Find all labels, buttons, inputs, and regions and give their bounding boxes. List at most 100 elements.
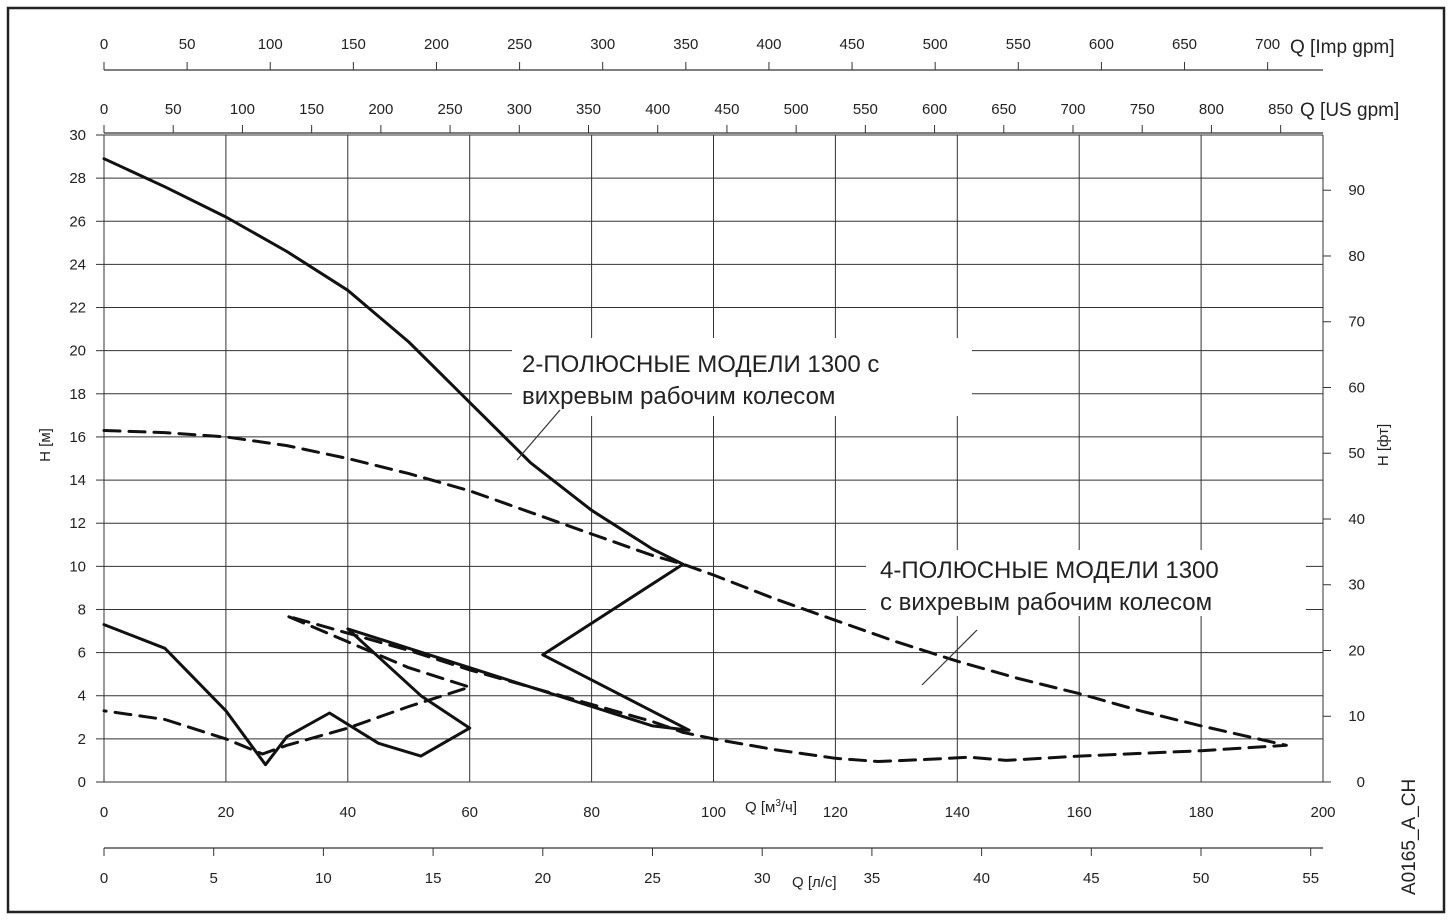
x-axis-label-us-gpm: Q [US gpm] <box>1300 100 1399 121</box>
x-axis-us-tick-label: 250 <box>438 101 463 118</box>
x-tick-label-m3h: 0 <box>100 804 108 821</box>
x-axis-imp-tick-label: 600 <box>1089 36 1114 53</box>
x-axis-us-tick-label: 700 <box>1060 101 1085 118</box>
outer-frame <box>6 6 1446 914</box>
x-tick-label-m3h: 120 <box>823 804 848 821</box>
x-axis-label-ls: Q [л/с] <box>792 874 837 891</box>
annotation-text: 4-ПОЛЮСНЫЕ МОДЕЛИ 1300 <box>880 557 1219 584</box>
y-tick-label-m: 0 <box>78 774 86 791</box>
x-axis-us-tick-label: 400 <box>645 101 670 118</box>
x-axis-us-tick-label: 50 <box>165 101 182 118</box>
x-axis-ls-tick-label: 0 <box>100 870 108 887</box>
y-tick-label-m: 10 <box>69 558 86 575</box>
y-tick-label-m: 26 <box>69 213 86 230</box>
y-tick-label-ft: 50 <box>1348 445 1365 462</box>
annotations: 2-ПОЛЮСНЫЕ МОДЕЛИ 1300 с вихревым рабочим… <box>512 338 1306 686</box>
y-axis-label-left: H [м] <box>37 428 54 462</box>
x-axis-ls-tick-label: 25 <box>644 870 661 887</box>
y-tick-label-ft: 30 <box>1348 577 1365 594</box>
x-axis-ls-tick-label: 55 <box>1302 870 1319 887</box>
x-axis-us-tick-label: 600 <box>922 101 947 118</box>
x-tick-label-m3h: 180 <box>1189 804 1214 821</box>
y-tick-label-m: 14 <box>69 472 86 489</box>
y-tick-label-ft: 10 <box>1348 708 1365 725</box>
x-axis-imp-tick-label: 200 <box>424 36 449 53</box>
x-axis-imp-tick-label: 50 <box>179 36 196 53</box>
x-axis-us-tick-label: 100 <box>230 101 255 118</box>
x-axis-us-tick-label: 200 <box>368 101 393 118</box>
annotation-text: 2-ПОЛЮСНЫЕ МОДЕЛИ 1300 с <box>522 351 879 378</box>
y-tick-label-ft: 0 <box>1357 774 1365 791</box>
series <box>102 157 1288 767</box>
x-axis-us-tick-label: 800 <box>1199 101 1224 118</box>
y-tick-label-m: 18 <box>69 386 86 403</box>
y-tick-label-m: 22 <box>69 300 86 317</box>
x-axis-ls-tick-label: 20 <box>534 870 551 887</box>
x-axis-imp-tick-label: 100 <box>258 36 283 53</box>
x-tick-label-m3h: 140 <box>945 804 970 821</box>
x-axis-ls-tick-label: 15 <box>425 870 442 887</box>
x-axis-imp-tick-label: 300 <box>590 36 615 53</box>
x-axis-imp-tick-label: 550 <box>1006 36 1031 53</box>
y-axis-label-right: H [фт] <box>1375 424 1392 466</box>
x-axis-ls-tick-label: 10 <box>315 870 332 887</box>
curve-dashed-1 <box>102 429 1288 763</box>
y-tick-label-ft: 70 <box>1348 314 1365 331</box>
x-axis-us-tick-label: 450 <box>714 101 739 118</box>
annotation-text: вихревым рабочим колесом <box>522 383 835 410</box>
x-axis-imp-tick-label: 450 <box>840 36 865 53</box>
x-tick-label-m3h: 60 <box>461 804 478 821</box>
x-tick-label-m3h: 100 <box>701 804 726 821</box>
x-axis-us-tick-label: 300 <box>507 101 532 118</box>
y-tick-label-m: 8 <box>78 601 86 618</box>
y-tick-label-m: 28 <box>69 170 86 187</box>
x-axis-us-tick-label: 0 <box>100 101 108 118</box>
x-axis-imp-tick-label: 400 <box>756 36 781 53</box>
y-tick-label-ft: 40 <box>1348 511 1365 528</box>
x-axis-ls-tick-label: 50 <box>1193 870 1210 887</box>
x-axis-ls-tick-label: 40 <box>973 870 990 887</box>
x-axis-ls-tick-label: 35 <box>864 870 881 887</box>
curve-solid-0 <box>102 157 691 767</box>
x-axis-imp-tick-label: 250 <box>507 36 532 53</box>
y-tick-label-m: 12 <box>69 515 86 532</box>
x-tick-label-m3h: 160 <box>1067 804 1092 821</box>
axes <box>96 62 1331 856</box>
annotation-leader <box>921 629 978 686</box>
y-tick-label-ft: 60 <box>1348 379 1365 396</box>
x-tick-label-m3h: 80 <box>583 804 600 821</box>
tick-labels: 0 20 40 60 80 100 120 140 160 180 2000246810121416… <box>69 36 1365 887</box>
x-axis-imp-tick-label: 650 <box>1172 36 1197 53</box>
y-tick-label-m: 6 <box>78 645 86 662</box>
x-axis-ls-tick-label: 30 <box>754 870 771 887</box>
y-tick-label-ft: 20 <box>1348 642 1365 659</box>
x-axis-us-tick-label: 150 <box>299 101 324 118</box>
annotation-box <box>866 550 1306 616</box>
x-axis-imp-tick-label: 150 <box>341 36 366 53</box>
y-tick-label-m: 2 <box>78 731 86 748</box>
y-tick-label-ft: 80 <box>1348 248 1365 265</box>
x-tick-label-m3h: 20 <box>218 804 235 821</box>
x-axis-imp-tick-label: 350 <box>673 36 698 53</box>
annotation-text: с вихревым рабочим колесом <box>880 589 1212 616</box>
x-axis-label-m3h: Q [м3/ч] <box>745 798 797 816</box>
y-tick-label-m: 24 <box>69 256 86 273</box>
x-axis-ls-tick-label: 5 <box>210 870 218 887</box>
y-tick-label-ft: 90 <box>1348 182 1365 199</box>
x-axis-imp-tick-label: 700 <box>1255 36 1280 53</box>
x-axis-label-imp-gpm: Q [Imp gpm] <box>1290 37 1395 58</box>
x-axis-us-tick-label: 550 <box>853 101 878 118</box>
x-axis-imp-tick-label: 500 <box>923 36 948 53</box>
x-axis-us-tick-label: 850 <box>1268 101 1293 118</box>
x-axis-us-tick-label: 350 <box>576 101 601 118</box>
x-tick-label-m3h: 40 <box>339 804 356 821</box>
x-axis-us-tick-label: 650 <box>991 101 1016 118</box>
annotation-box <box>512 338 972 416</box>
y-tick-label-m: 30 <box>69 127 86 144</box>
image-code: A0165_A_CH <box>1399 779 1420 895</box>
x-tick-label-m3h: 200 <box>1310 804 1335 821</box>
x-axis-imp-tick-label: 0 <box>100 36 108 53</box>
y-tick-label-m: 16 <box>69 429 86 446</box>
y-tick-label-m: 20 <box>69 343 86 360</box>
